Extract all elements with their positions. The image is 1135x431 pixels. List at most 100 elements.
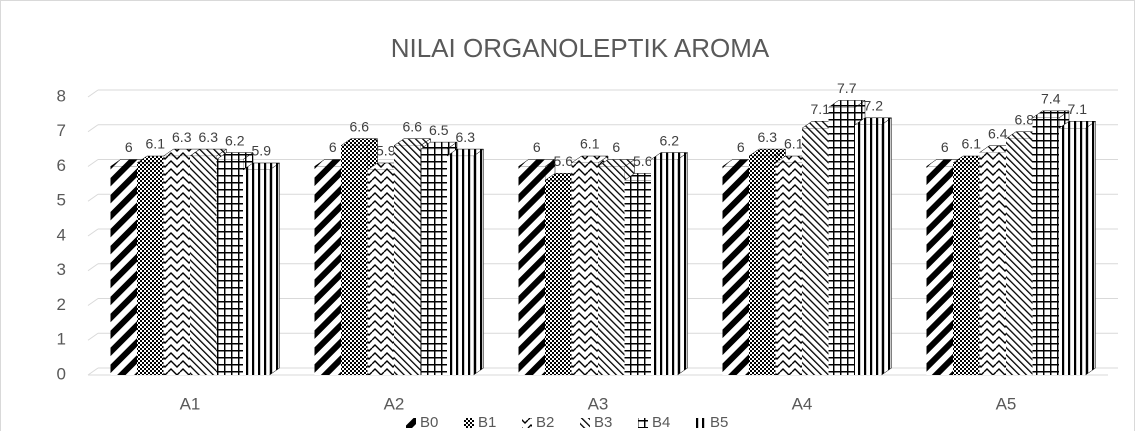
data-label: 6: [612, 139, 620, 155]
y-tick-label: 6: [57, 156, 66, 175]
data-label: 6.3: [199, 129, 219, 145]
bar: [243, 169, 270, 375]
bar-side: [269, 162, 280, 376]
data-label: 5.6: [554, 153, 574, 169]
bar: [979, 152, 1006, 375]
y-tick-label: 1: [57, 330, 66, 349]
y-tick-label: 2: [57, 295, 66, 314]
bar: [828, 107, 855, 376]
x-tick-label: A3: [588, 394, 609, 413]
data-label: 6: [329, 139, 337, 155]
data-label: 6.1: [784, 136, 804, 152]
bar-side: [881, 117, 892, 376]
bar: [518, 166, 545, 375]
y-tick-label: 4: [57, 225, 66, 244]
bar: [163, 156, 190, 375]
data-label: 5.9: [252, 143, 272, 159]
data-label: 6.6: [403, 118, 423, 134]
legend-swatch: [580, 418, 590, 428]
bar: [367, 169, 394, 375]
grid-slant: [87, 228, 99, 237]
data-label: 6.1: [962, 136, 982, 152]
legend-label: B2: [536, 414, 554, 431]
bar: [749, 156, 776, 375]
data-label: 5.6: [633, 153, 653, 169]
bar: [624, 180, 651, 375]
grid-slant: [87, 124, 99, 133]
data-label: 6.3: [456, 129, 476, 145]
y-tick-label: 5: [57, 191, 66, 210]
bar: [314, 166, 341, 375]
grid-slant: [87, 263, 99, 272]
bar: [1059, 128, 1086, 375]
bar: [802, 128, 829, 375]
bar: [394, 145, 421, 375]
legend-label: B5: [710, 414, 728, 431]
legend-swatch: [406, 418, 416, 428]
data-label: 6: [125, 139, 133, 155]
data-label: 6.5: [429, 122, 449, 138]
bar: [420, 149, 447, 375]
data-label: 6: [737, 139, 745, 155]
bar: [341, 145, 368, 375]
bar: [1032, 117, 1059, 375]
grid-slant: [87, 159, 99, 167]
legend-label: B0: [420, 414, 438, 431]
x-tick-label: A4: [792, 394, 813, 413]
data-label: 6.1: [146, 136, 166, 152]
y-tick-label: 8: [57, 86, 66, 105]
data-label: 6.8: [1015, 111, 1035, 127]
bar: [953, 163, 980, 375]
data-label: 6.2: [660, 132, 680, 148]
bar: [110, 166, 137, 375]
grid-slant: [87, 193, 99, 202]
bar-side: [1085, 120, 1096, 376]
bar: [447, 156, 474, 375]
data-label: 6.1: [580, 136, 600, 152]
legend-swatch: [638, 418, 648, 428]
legend-label: B3: [594, 414, 612, 431]
data-label: 7.1: [1068, 101, 1088, 117]
data-label: 6.2: [225, 132, 245, 148]
chart-title: NILAI ORGANOLEPTIK AROMA: [391, 33, 770, 63]
legend-label: B4: [652, 414, 670, 431]
x-tick-label: A5: [996, 394, 1017, 413]
legend-swatch: [464, 418, 474, 428]
bar: [651, 159, 678, 375]
bar: [598, 166, 625, 375]
grid-slant: [87, 332, 99, 341]
y-tick-label: 7: [57, 121, 66, 140]
y-tick-label: 0: [57, 364, 66, 383]
grid-slant: [87, 89, 99, 98]
y-tick-label: 3: [57, 260, 66, 279]
bar: [1006, 138, 1033, 375]
data-label: 7.4: [1041, 91, 1061, 107]
bar: [775, 163, 802, 375]
data-label: 7.7: [837, 80, 857, 96]
bar: [926, 166, 953, 375]
grid-slant: [87, 367, 99, 376]
data-label: 6.3: [172, 129, 192, 145]
bar: [545, 180, 572, 375]
bar-side: [473, 148, 484, 376]
data-label: 7.1: [811, 101, 831, 117]
bar: [216, 159, 243, 375]
bar: [190, 156, 217, 375]
bar-side: [677, 152, 688, 376]
grid-slant: [87, 298, 99, 306]
data-label: 6.4: [988, 125, 1008, 141]
legend-label: B1: [478, 414, 496, 431]
data-label: 6: [533, 139, 541, 155]
data-label: 5.9: [376, 143, 396, 159]
bar: [855, 124, 882, 375]
legend-swatch: [696, 418, 706, 428]
legend-swatch: [522, 418, 532, 428]
bar: [137, 163, 164, 375]
x-tick-label: A2: [384, 394, 405, 413]
data-label: 7.2: [864, 98, 884, 114]
data-label: 6: [941, 139, 949, 155]
data-label: 6.3: [758, 129, 778, 145]
bar: [571, 163, 598, 375]
